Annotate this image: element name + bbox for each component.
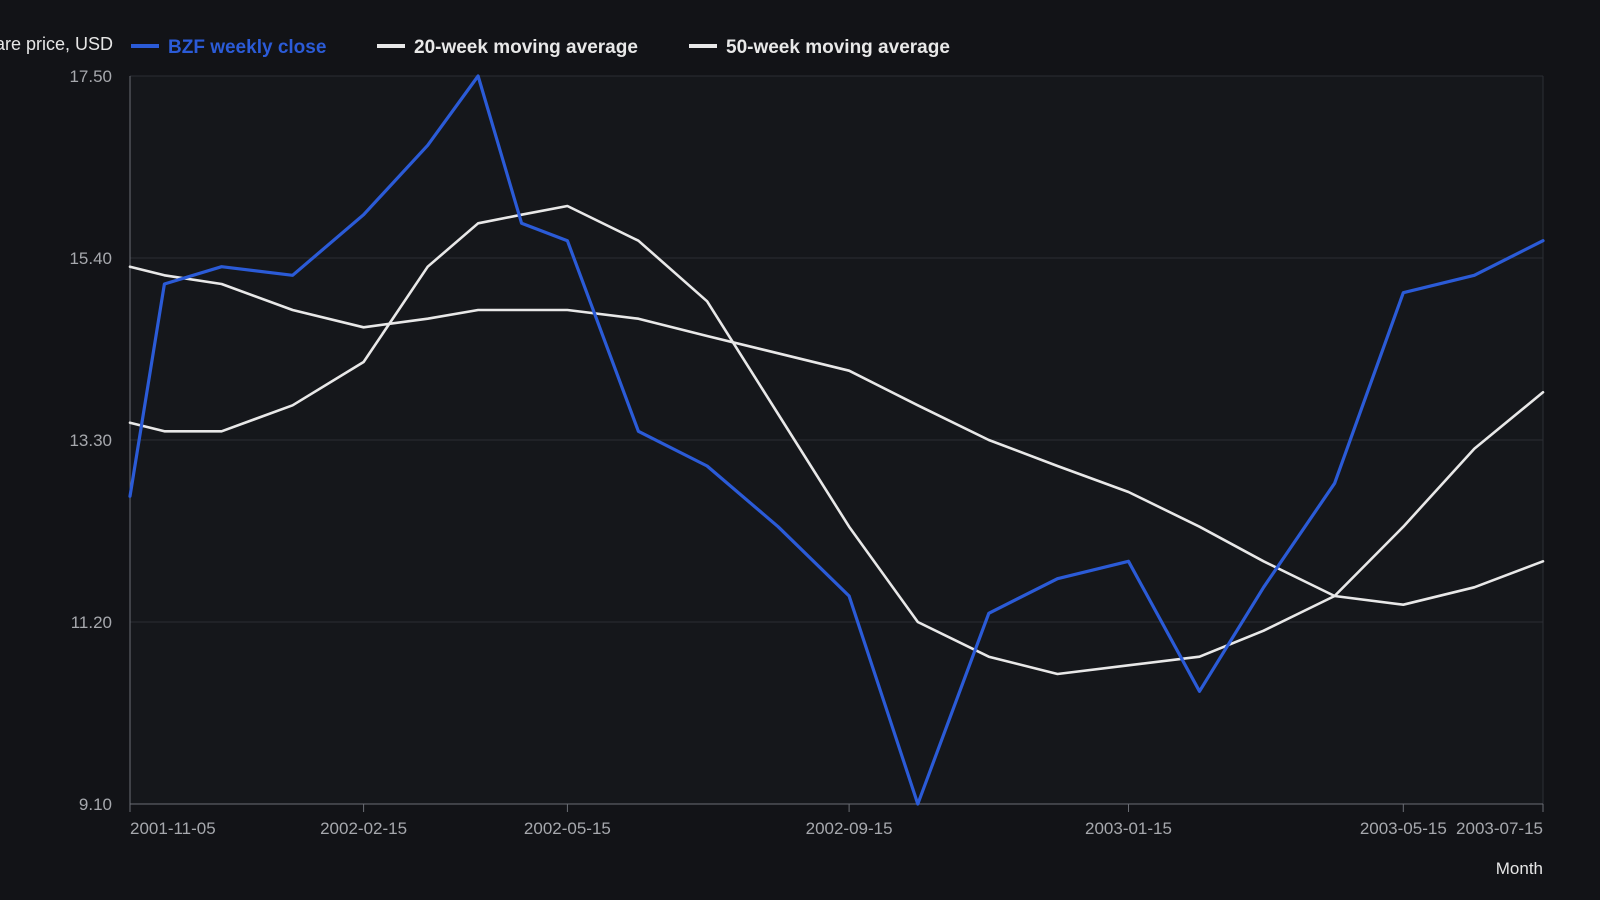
x-tick-label: 2002-05-15 [524,819,611,838]
series-line-weekly-close [128,74,1545,806]
y-tick-label: 15.40 [69,249,112,268]
x-tick-label: 2002-02-15 [320,819,407,838]
legend: BZF weekly close 20-week moving average … [131,37,950,58]
series-lines [128,74,1545,806]
series-line-ma20 [128,204,1545,676]
y-tick-label: 13.30 [69,431,112,450]
x-tick-label: 2001-11-05 [130,819,216,838]
y-axis-label: Share price, USD [0,34,113,54]
legend-item-ma20: 20-week moving average [377,37,638,58]
x-axis-label: Month [1496,859,1543,878]
y-tick-label: 17.50 [69,67,112,86]
x-tick-label: 2003-07-15 [1456,819,1543,838]
x-tick-label: 2002-09-15 [806,819,893,838]
x-ticks: 2001-11-05 2002-02-15 2002-05-15 2002-09-15… [129,804,1544,838]
y-tick-label: 11.20 [71,613,112,632]
y-ticks: 9.10 11.20 13.30 15.40 17.50 [69,67,112,814]
legend-label-close: BZF weekly close [168,37,326,58]
x-tick-label: 2003-01-15 [1085,819,1172,838]
legend-label-ma50: 50-week moving average [726,37,950,58]
legend-item-close: BZF weekly close [131,37,326,58]
legend-item-ma50: 50-week moving average [689,37,950,58]
x-tick-label: 2003-05-15 [1360,819,1447,838]
gridlines [130,75,1543,623]
y-tick-label: 9.10 [79,795,112,814]
legend-label-ma20: 20-week moving average [414,37,638,58]
series-line-ma50 [128,265,1545,607]
